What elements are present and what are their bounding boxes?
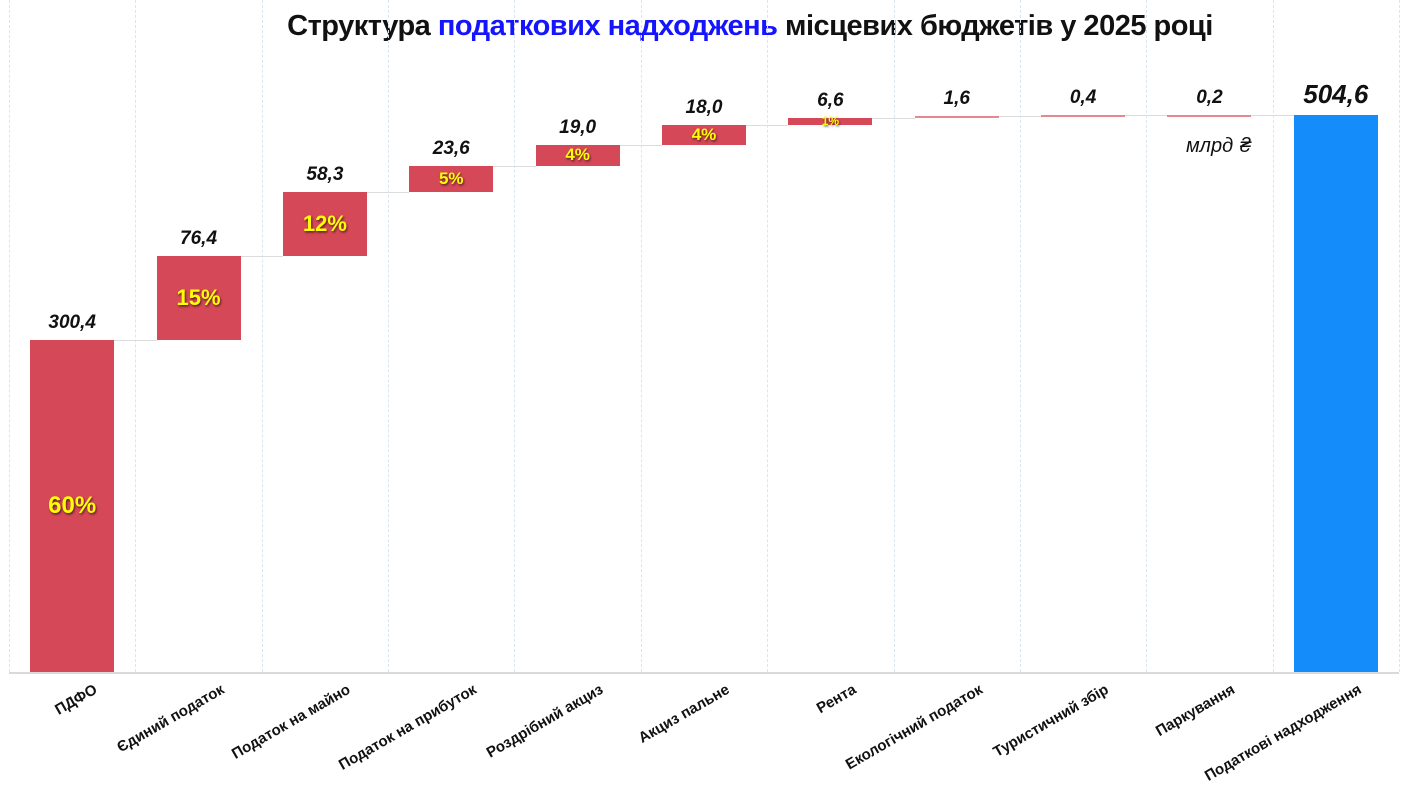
waterfall-bar [788, 117, 873, 125]
vertical-gridline [893, 0, 895, 672]
chart-title: Структура податкових надходжень місцевих… [90, 10, 1410, 43]
x-axis-label: Податок на прибуток [336, 681, 480, 774]
vertical-gridline [1019, 0, 1021, 672]
vertical-gridline [514, 0, 516, 672]
x-axis-line [9, 672, 1399, 674]
bar-value-label: 58,3 [306, 163, 344, 185]
connector-line [1251, 115, 1294, 117]
bar-value-label: 23,6 [432, 137, 470, 159]
vertical-gridline [1146, 0, 1148, 672]
bar-percent-label: 15% [176, 285, 221, 311]
vertical-gridline [1399, 0, 1400, 672]
connector-line [366, 191, 410, 193]
connector-line [240, 256, 283, 258]
bar-value-label: 18,0 [685, 96, 723, 118]
bar-value-label: 1,6 [943, 87, 970, 109]
waterfall-bar [1167, 115, 1252, 118]
connector-line [493, 165, 536, 167]
bar-percent-label: 1% [821, 114, 840, 129]
vertical-gridline [135, 0, 137, 672]
x-axis-label: Роздрібний акциз [483, 681, 607, 762]
connector-line [619, 144, 662, 146]
bar-percent-label: 4% [565, 145, 590, 165]
vertical-gridline [1272, 0, 1274, 672]
vertical-gridline [640, 0, 642, 672]
bar-percent-label: 5% [438, 168, 464, 188]
x-axis-label: Єдиний податок [113, 681, 228, 757]
connector-line [114, 340, 157, 342]
x-axis-label: Паркування [1152, 681, 1238, 740]
connector-line [1125, 115, 1168, 117]
bar-value-label: 76,4 [180, 228, 218, 250]
x-axis-label: Рента [813, 681, 859, 718]
x-axis-label: Екологічний податок [842, 681, 986, 774]
vertical-gridline [767, 0, 769, 672]
chart-title-highlight: податкових надходжень [437, 10, 778, 42]
waterfall-bar [282, 191, 367, 257]
waterfall-bar [662, 124, 746, 145]
vertical-gridline [9, 0, 10, 672]
x-axis-label: ПДФО [52, 681, 101, 719]
unit-label: млрд ₴ [1185, 135, 1253, 157]
bar-percent-label: 60% [48, 492, 97, 520]
bar-value-label: 0,4 [1069, 87, 1097, 109]
bar-value-label: 19,0 [559, 116, 597, 138]
waterfall-bar [914, 115, 999, 118]
x-axis-label: Туристичний збір [990, 681, 1112, 761]
bar-value-label: 504,6 [1303, 79, 1369, 109]
connector-line [998, 115, 1042, 117]
chart-title-part1: Структура [287, 10, 438, 42]
bar-value-label: 6,6 [817, 89, 844, 111]
vertical-gridline [261, 0, 263, 672]
connector-line [872, 117, 915, 119]
bar-value-label: 0,2 [1196, 87, 1223, 109]
chart-title-part2: місцевих бюджетів у 2025 році [777, 10, 1213, 42]
x-axis-label: Акциз пальне [635, 681, 733, 747]
x-axis-label: Податок на майно [228, 681, 354, 763]
connector-line [746, 124, 789, 126]
waterfall-bar [535, 144, 620, 166]
waterfall-bar [156, 256, 241, 341]
waterfall-bar [1041, 115, 1126, 118]
total-bar [1293, 115, 1378, 672]
bar-value-label: 300,4 [48, 312, 96, 334]
waterfall-bar [409, 165, 494, 192]
vertical-gridline [388, 0, 390, 672]
waterfall-bar [30, 340, 115, 672]
bar-percent-label: 4% [691, 124, 717, 144]
bar-percent-label: 12% [302, 210, 347, 236]
